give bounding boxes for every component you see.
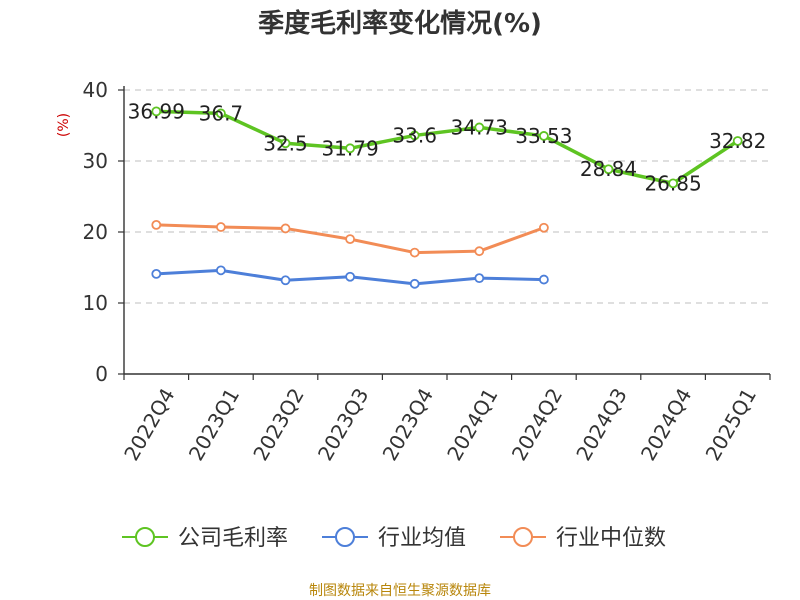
data-point [345, 271, 356, 282]
data-label: 26.85 [644, 171, 701, 195]
x-tick-label: 2023Q4 [378, 384, 438, 465]
legend-label: 公司毛利率 [178, 526, 288, 551]
x-tick-label: 2024Q4 [636, 384, 696, 465]
data-point [280, 223, 291, 234]
x-tick-label: 2025Q1 [701, 384, 761, 465]
data-point [151, 268, 162, 279]
data-label: 28.84 [580, 157, 637, 181]
data-point [151, 106, 162, 117]
data-point [345, 143, 356, 154]
data-point [474, 273, 485, 284]
series-line [156, 109, 739, 186]
data-point [668, 178, 678, 189]
chart-title: 季度毛利率变化情况(%) [258, 8, 542, 39]
data-point [474, 122, 485, 133]
legend: 公司毛利率 行业均值 行业中位数 [122, 526, 666, 551]
data-point [280, 138, 291, 149]
data-label: 36.7 [199, 101, 244, 125]
y-tick-label: 0 [95, 362, 108, 386]
data-point [409, 247, 420, 258]
data-point [732, 136, 743, 146]
y-axis-unit: (%) [56, 113, 72, 137]
data-point [280, 275, 291, 286]
x-tick-label: 2023Q1 [184, 384, 244, 465]
x-tick-label: 2022Q4 [119, 384, 179, 465]
data-point [539, 222, 549, 233]
x-tick-label: 2024Q2 [507, 384, 567, 465]
data-point [215, 108, 226, 119]
data-label: 31.79 [321, 136, 378, 160]
data-point [409, 278, 420, 289]
y-tick-label: 30 [83, 149, 108, 173]
data-point [215, 222, 226, 232]
y-tick-label: 10 [83, 291, 108, 315]
data-point [151, 219, 162, 230]
data-label: 33.6 [392, 123, 437, 147]
legend-marker [335, 527, 355, 547]
data-labels: 36.99 36.7 32.5 31.79 33.6 34.73 33.53 28.84 26.… [128, 99, 767, 195]
y-tick-label: 20 [83, 220, 108, 244]
legend-marker [513, 527, 533, 547]
grid [124, 89, 770, 304]
legend-label: 行业中位数 [556, 526, 666, 551]
legend-label: 行业均值 [378, 526, 466, 551]
data-label: 34.73 [451, 115, 508, 139]
data-point [409, 130, 420, 141]
y-tick-label: 40 [83, 78, 108, 102]
x-tick-label: 2023Q2 [248, 384, 308, 465]
source-note: 制图数据来自恒生聚源数据库 [309, 583, 491, 599]
x-tick-label: 2024Q1 [442, 384, 502, 465]
x-tick-label: 2024Q3 [571, 384, 631, 465]
data-point [539, 274, 549, 285]
x-tick-label: 2023Q3 [313, 384, 373, 465]
data-point [539, 131, 549, 141]
series [151, 106, 743, 289]
data-point [474, 246, 485, 257]
data-label: 36.99 [128, 99, 185, 123]
legend-marker [135, 527, 155, 547]
data-label: 33.53 [515, 124, 572, 148]
data-point [345, 234, 356, 245]
data-label: 32.5 [263, 131, 308, 155]
data-point [603, 164, 614, 175]
data-point [215, 265, 226, 276]
data-label: 32.82 [709, 129, 766, 153]
